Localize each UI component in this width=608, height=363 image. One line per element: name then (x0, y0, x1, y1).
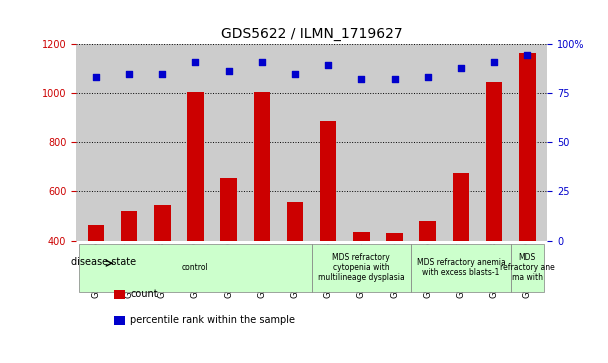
Bar (254, 91, 270, 241)
Point (356, 76, 366, 82)
FancyBboxPatch shape (511, 244, 544, 292)
Bar (320, 121, 336, 241)
Bar (486, 82, 502, 241)
Point (91, 74, 101, 80)
FancyBboxPatch shape (79, 244, 311, 292)
Bar (88, 225, 104, 241)
Point (423, 74, 433, 80)
Bar (386, 233, 403, 241)
Bar (187, 91, 204, 241)
Point (257, 59, 267, 65)
Text: percentile rank within the sample: percentile rank within the sample (130, 315, 295, 325)
FancyBboxPatch shape (311, 244, 411, 292)
Bar (519, 53, 536, 241)
Text: MDS refractory
cytopenia with
multilineage dysplasia: MDS refractory cytopenia with multilinea… (318, 253, 405, 282)
Bar (420, 221, 436, 241)
Bar (353, 232, 370, 241)
Point (224, 68, 233, 74)
Bar (220, 178, 237, 241)
Bar (121, 211, 137, 241)
Text: MDS refractory anemia
with excess blasts-1: MDS refractory anemia with excess blasts… (416, 258, 505, 277)
Bar (114, 290, 125, 299)
Point (489, 59, 499, 65)
Bar (287, 202, 303, 241)
Text: control: control (182, 263, 209, 272)
Bar (452, 173, 469, 241)
Point (323, 62, 333, 68)
Point (390, 76, 399, 82)
Point (190, 59, 200, 65)
FancyBboxPatch shape (411, 244, 511, 292)
Title: GDS5622 / ILMN_1719627: GDS5622 / ILMN_1719627 (221, 27, 402, 41)
Point (124, 72, 134, 77)
Point (290, 72, 300, 77)
Text: MDS
refractory ane
ma with: MDS refractory ane ma with (500, 253, 554, 282)
Bar (114, 316, 125, 325)
Point (456, 65, 466, 71)
Point (522, 52, 532, 58)
Text: disease state: disease state (71, 257, 136, 267)
Bar (154, 205, 171, 241)
Point (157, 72, 167, 77)
Text: count: count (130, 289, 158, 299)
